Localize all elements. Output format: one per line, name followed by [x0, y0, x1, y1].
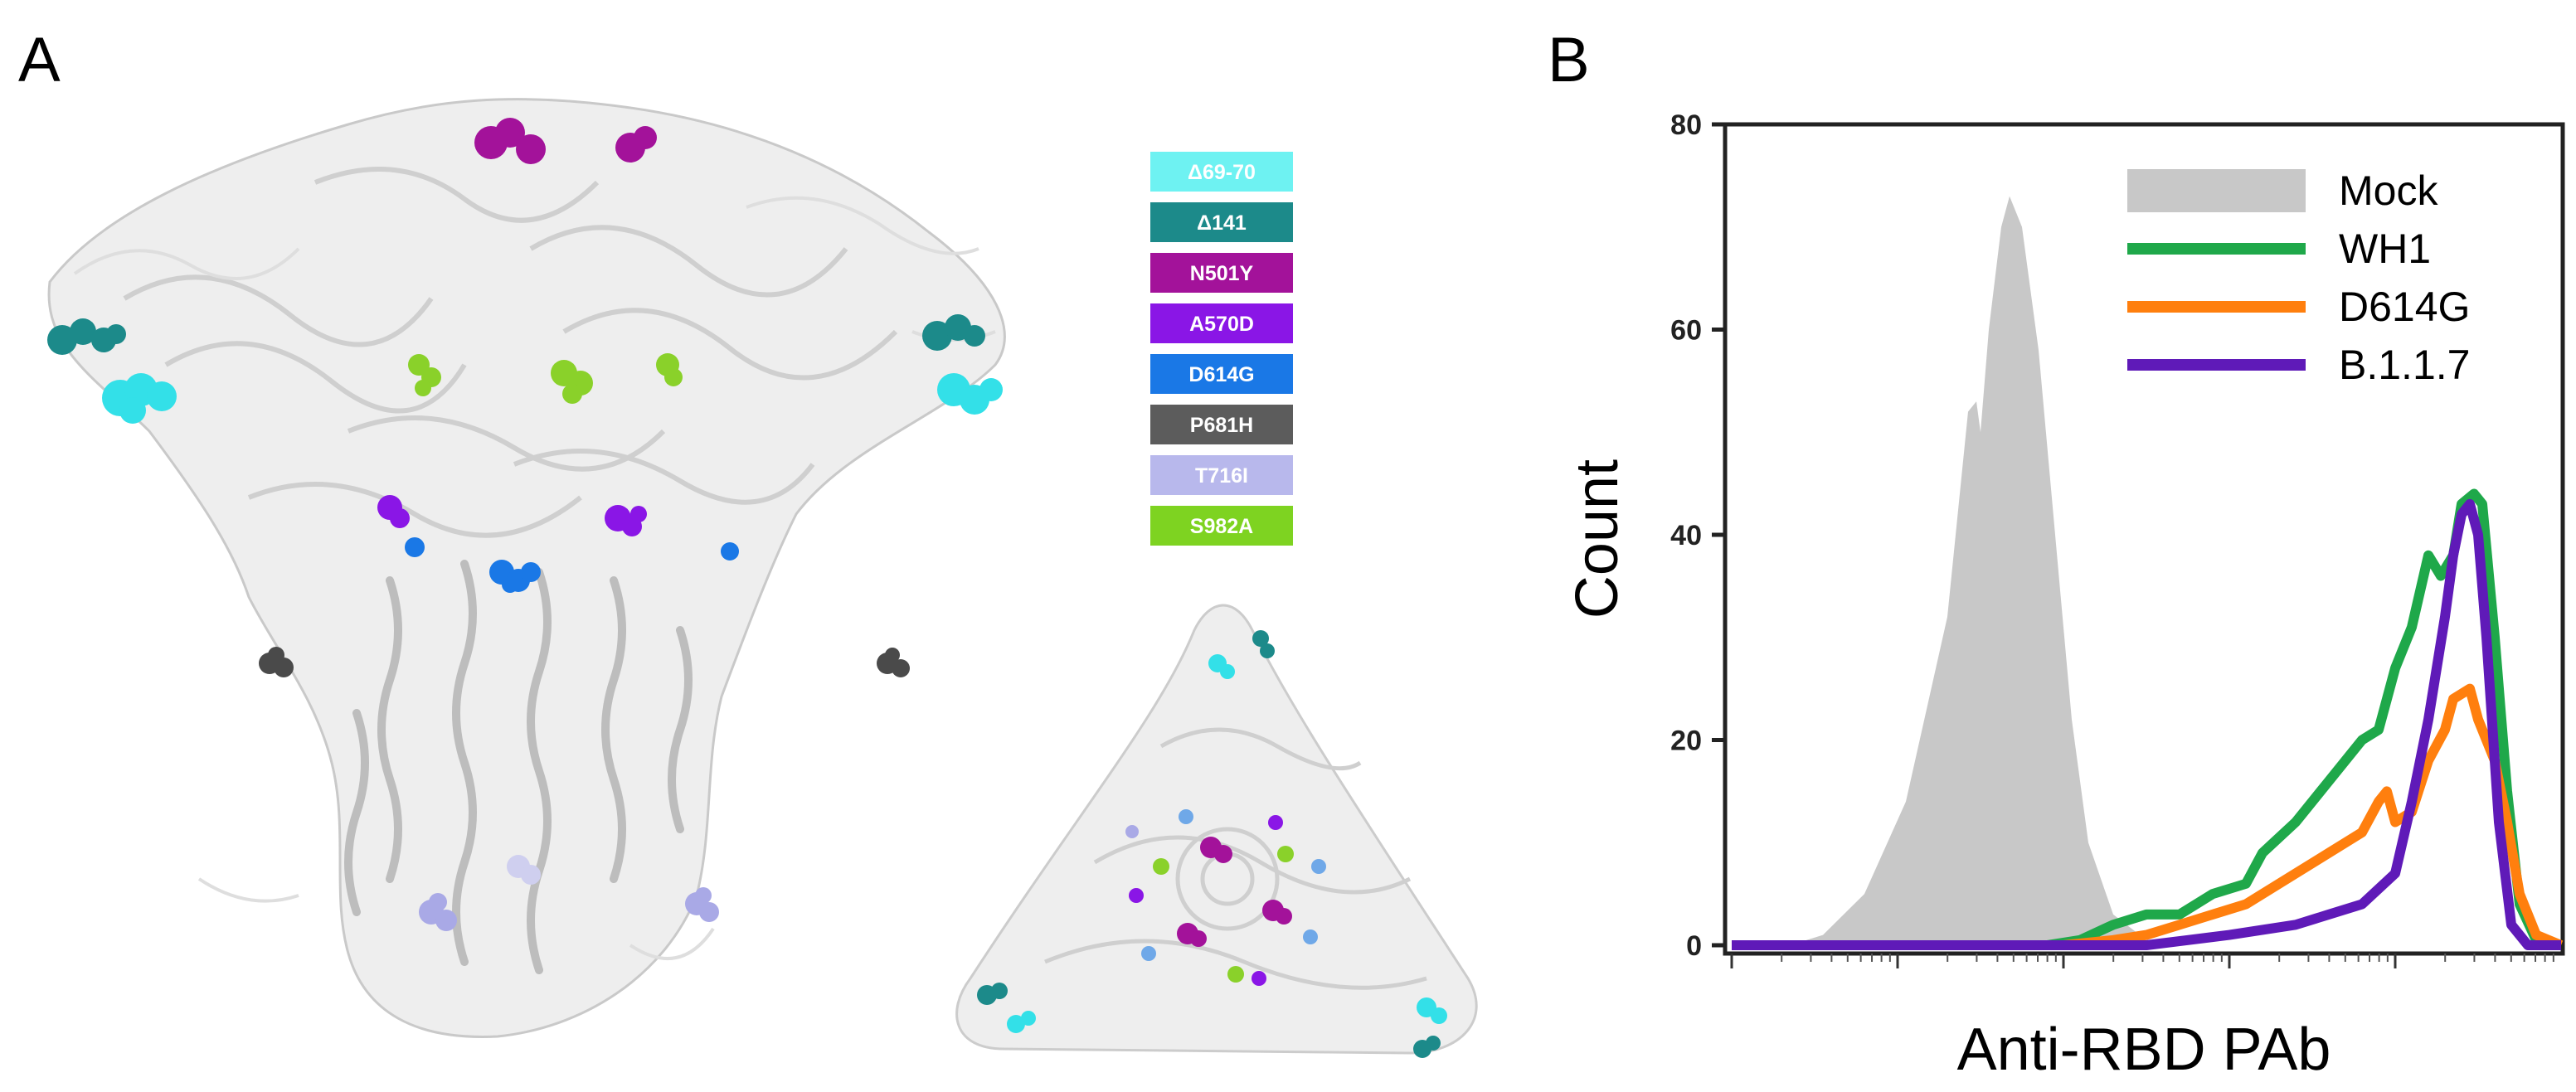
histogram-chart: 0 20 40 60 80 Mock WH1 D614G B.1.1.7 Count Anti…: [1564, 109, 2565, 1083]
legend-swatch-p681h: [1150, 405, 1293, 444]
series-layer: [1732, 196, 2564, 950]
spike-protein-top-view: [955, 604, 1478, 1058]
legend-label: T716I: [1195, 464, 1248, 488]
legend-label: P681H: [1190, 414, 1253, 437]
mutation-spheres-side-view: [47, 118, 1003, 931]
legend-label: S982A: [1190, 515, 1253, 538]
y-tick-label: 40: [1670, 520, 1702, 551]
mutation-legend: Δ69-70 Δ141 N501Y A570D D614G P681H T716I S982A: [1150, 152, 1293, 546]
y-tick-label: 20: [1670, 726, 1702, 757]
y-tick-label: 60: [1670, 315, 1702, 347]
legend-swatch-6970: [1150, 152, 1293, 192]
legend-label: Δ69-70: [1188, 161, 1256, 184]
legend-swatch-s982a: [1150, 506, 1293, 546]
panel-b-label: B: [1548, 25, 1590, 95]
legend-swatch-d614g: [1150, 354, 1293, 394]
legend-label: Δ141: [1197, 211, 1247, 235]
series-wh1: [1732, 488, 2563, 950]
y-tick-label: 0: [1686, 930, 1702, 962]
y-axis: 0 20 40 60 80: [1670, 109, 1725, 962]
legend-swatch-a570d: [1150, 303, 1293, 343]
legend-swatch-t716i: [1150, 455, 1293, 495]
x-axis-title: Anti-RBD PAb: [1957, 1017, 2331, 1083]
series-b-1-1-7: [1732, 498, 2561, 950]
legend-swatch-n501y: [1150, 253, 1293, 293]
plot-frame: [1723, 122, 2565, 956]
legend-label: N501Y: [1190, 262, 1254, 285]
legend-label-b-1-1-7: B.1.1.7: [2339, 342, 2470, 388]
y-tick-label: 80: [1670, 109, 1702, 141]
legend-label: A570D: [1189, 313, 1254, 336]
y-axis-title: Count: [1564, 459, 1631, 619]
legend-label: D614G: [1188, 363, 1254, 386]
legend-swatch-141: [1150, 202, 1293, 242]
legend-swatch-mock: [2127, 169, 2306, 212]
legend-label-mock: Mock: [2339, 167, 2438, 214]
legend-label-d614g: D614G: [2339, 284, 2470, 330]
series-mock: [1790, 196, 2188, 946]
x-axis: [1730, 954, 2554, 968]
panel-a-label: A: [18, 25, 61, 95]
chart-legend: Mock WH1 D614G B.1.1.7: [2127, 167, 2470, 388]
legend-label-wh1: WH1: [2339, 226, 2431, 272]
